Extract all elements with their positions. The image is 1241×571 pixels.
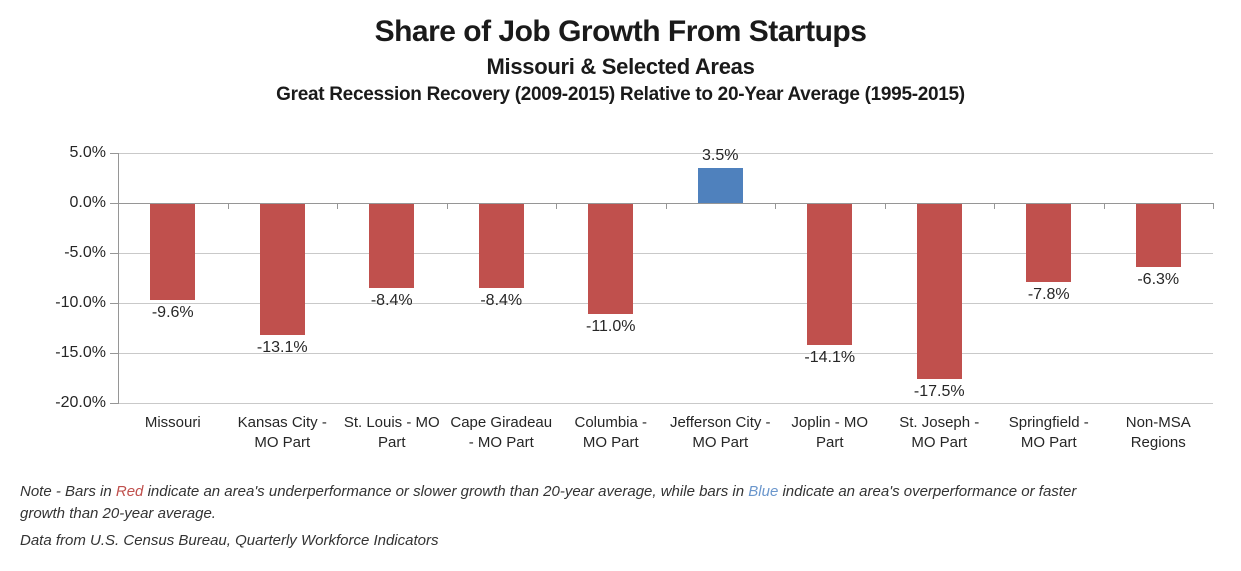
y-axis-label: -10.0% [55, 294, 106, 311]
y-axis-label: 5.0% [69, 144, 106, 161]
bar-columbia-mo-part [588, 204, 634, 314]
x-axis-label: St. Louis - MO Part [343, 414, 440, 451]
x-axis-tick [1213, 203, 1214, 209]
bar-non-msa-regions [1135, 204, 1181, 267]
x-axis-tick [1103, 203, 1105, 209]
gridline [118, 403, 1213, 404]
x-axis-label: Missouri [144, 414, 201, 431]
chart-subtitle-period: Great Recession Recovery (2009-2015) Rel… [276, 84, 965, 105]
bar-value-label: -6.3% [1137, 271, 1180, 288]
bar-value-label: -8.4% [370, 292, 413, 309]
y-axis-tick [110, 253, 118, 254]
bar-value-label: -9.6% [151, 304, 194, 321]
y-axis-line [118, 153, 119, 404]
bar-st-louis-mo-part [369, 204, 415, 288]
y-axis-label: -15.0% [55, 344, 106, 361]
x-axis-tick [337, 203, 338, 209]
note-blue-word: Blue [748, 483, 779, 500]
bar-jefferson-city-mo-part [697, 168, 743, 203]
bar-cape-giradeau-mo-part [478, 204, 524, 288]
data-source-note: Data from U.S. Census Bureau, Quarterly … [20, 532, 439, 549]
y-axis-tick [110, 203, 118, 204]
y-axis-label: -5.0% [64, 244, 106, 261]
note-text-line2: growth than 20-year average. [20, 505, 216, 522]
chart-title: Share of Job Growth From Startups [374, 15, 867, 48]
y-axis-tick [110, 303, 118, 304]
note-text-prefix: Note - Bars in [20, 483, 116, 500]
x-axis-tick [665, 203, 667, 209]
y-axis-label: -20.0% [55, 394, 106, 411]
chart-note: Note - Bars in Red indicate an area's un… [20, 481, 1220, 525]
x-axis-label: Cape Giradeau - MO Part [450, 414, 553, 451]
x-axis-label: Joplin - MO Part [791, 414, 869, 451]
gridline [118, 153, 1213, 154]
note-text-suffix: indicate an area's overperformance or fa… [778, 483, 1077, 500]
y-axis-tick [110, 353, 118, 354]
x-axis-tick [884, 203, 886, 209]
y-axis-label: 0.0% [69, 194, 106, 211]
x-axis-label: Springfield - MO Part [1008, 414, 1089, 451]
gridline [118, 253, 1213, 254]
x-axis-tick [446, 203, 448, 209]
x-axis-tick [775, 203, 776, 209]
y-axis-tick [110, 153, 118, 154]
x-axis-tick [556, 203, 557, 209]
bar-value-label: -14.1% [804, 349, 856, 366]
gridline [118, 353, 1213, 354]
chart-subtitle: Missouri & Selected Areas [486, 54, 755, 79]
bar-joplin-mo-part [807, 204, 853, 345]
x-axis-tick [994, 203, 995, 209]
x-axis-label: Columbia - MO Part [574, 414, 648, 451]
bar-value-label: -11.0% [585, 318, 636, 335]
bar-value-label: -17.5% [913, 383, 965, 400]
x-axis-label: Kansas City - MO Part [237, 414, 327, 451]
bar-st-joseph-mo-part [916, 204, 962, 379]
x-axis-label: Jefferson City - MO Part [669, 414, 771, 451]
bar-value-label: -7.8% [1027, 286, 1070, 303]
y-axis-tick [110, 403, 118, 404]
bar-value-label: -8.4% [480, 292, 523, 309]
x-axis-tick [227, 203, 229, 209]
note-red-word: Red [115, 483, 144, 500]
x-axis-tick [118, 203, 119, 209]
bar-value-label: 3.5% [702, 147, 739, 164]
bar-value-label: -13.1% [256, 339, 308, 356]
gridline [118, 303, 1213, 304]
note-text-middle: indicate an area's underperformance or s… [143, 483, 749, 500]
title-block: Share of Job Growth From Startups Missou… [0, 14, 1241, 107]
bar-springfield-mo-part [1026, 204, 1072, 282]
bar-kansas-city-mo-part [259, 204, 305, 335]
bar-missouri [150, 204, 196, 300]
x-axis-label: Non-MSA Regions [1125, 414, 1191, 451]
x-axis-label: St. Joseph - MO Part [899, 414, 980, 451]
